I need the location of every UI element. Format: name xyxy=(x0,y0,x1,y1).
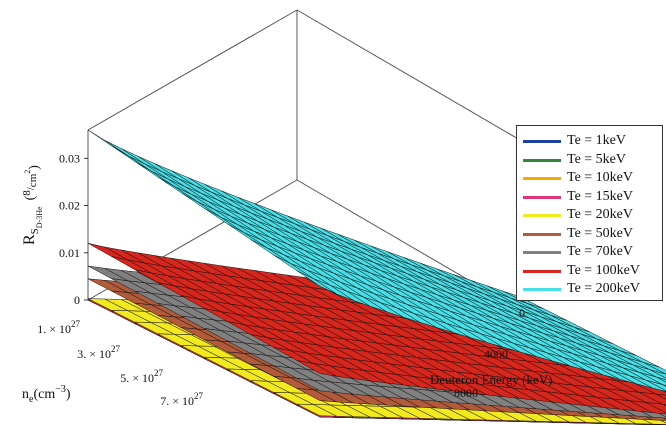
axis-labels: RSD-3He (8/cm2) Deuteron Energy (keV) ne(cm… xyxy=(21,165,553,405)
z-label-unit-den: cm xyxy=(27,173,39,187)
surface-layers xyxy=(87,129,666,425)
y-tick-label: 1. × 1027 xyxy=(37,319,80,336)
legend-item: Te = 100keV xyxy=(517,262,664,281)
legend-label: Te = 100keV xyxy=(567,262,641,278)
surface-cell xyxy=(121,148,162,172)
legend-swatch xyxy=(523,232,561,236)
surface-cell xyxy=(87,129,128,156)
y-tick-label: 7. × 1027 xyxy=(160,391,203,408)
y-label-unit: (cm xyxy=(33,387,55,402)
z-axis-label: RSD-3He (8/cm2) xyxy=(21,165,44,245)
z-label-unit-den-exp: 2 xyxy=(23,170,32,174)
legend-swatch xyxy=(523,158,561,162)
legend-item: Te = 20keV xyxy=(517,206,664,225)
legend-swatch xyxy=(523,251,561,254)
z-label-subsub: D-3He xyxy=(35,206,44,228)
legend-swatch xyxy=(523,177,561,180)
y-tick-mantissa: 1. × 10 xyxy=(37,322,71,336)
y-label-unit-close: ) xyxy=(66,387,71,402)
x-axis-label: Deuteron Energy (keV) xyxy=(430,372,553,387)
legend: Te = 1keV Te = 5keV Te = 10keV Te = 15keV Te… xyxy=(516,125,663,301)
legend-label: Te = 1keV xyxy=(567,133,627,148)
z-label-sub: S xyxy=(29,228,41,234)
frame-edge xyxy=(296,9,521,141)
legend-item: Te = 5keV xyxy=(517,151,664,170)
z-tick-label: 0.01 xyxy=(59,246,80,260)
legend-swatch xyxy=(523,269,561,273)
legend-label: Te = 20keV xyxy=(567,207,634,222)
y-tick-exponent: 27 xyxy=(194,391,204,401)
z-label-unit-close: ) xyxy=(27,165,42,170)
legend-label: Te = 10keV xyxy=(567,170,634,185)
legend-swatch xyxy=(523,140,561,143)
y-tick-mantissa: 3. × 10 xyxy=(77,347,111,361)
surface-cell xyxy=(104,139,145,164)
z-label-main: R xyxy=(21,234,38,245)
surface-cell xyxy=(87,298,128,311)
legend-label: Te = 200keV xyxy=(567,281,641,296)
legend-item: Te = 50keV xyxy=(517,225,664,244)
y-tick-exponent: 27 xyxy=(111,344,121,354)
legend-label: Te = 70keV xyxy=(567,244,634,259)
legend-item: Te = 10keV xyxy=(517,169,664,188)
x-tick-label: 4000 xyxy=(484,347,508,361)
y-axis-label: ne(cm−3) xyxy=(22,384,71,405)
surface-cell xyxy=(87,243,128,261)
legend-swatch xyxy=(523,214,561,217)
frame-edge xyxy=(87,9,298,131)
y-label-unit-exp: −3 xyxy=(55,384,66,395)
z-tick-label: 0 xyxy=(74,293,80,307)
legend-swatch xyxy=(523,195,561,199)
legend-item: Te = 70keV xyxy=(517,243,664,262)
y-label-main: n xyxy=(22,387,29,402)
legend-item: Te = 1keV xyxy=(517,132,664,151)
z-label-unit-num: 8 xyxy=(21,190,33,196)
x-tick-label: 8000 xyxy=(454,386,478,400)
y-tick-mantissa: 5. × 10 xyxy=(120,371,154,385)
legend-item: Te = 15keV xyxy=(517,188,664,207)
y-label-sub: e xyxy=(29,394,34,405)
legend-label: Te = 15keV xyxy=(567,188,634,204)
z-tick-label: 0.03 xyxy=(59,151,80,165)
surface-cell xyxy=(87,278,128,293)
y-tick-exponent: 27 xyxy=(71,319,81,329)
surface-cell xyxy=(87,265,128,282)
y-tick-label: 3. × 1027 xyxy=(77,344,120,361)
z-label-unit-slash: / xyxy=(25,186,37,190)
surface-te-200kev xyxy=(87,129,666,392)
x-tick-label: 0 xyxy=(519,306,525,320)
legend-label: Te = 50keV xyxy=(567,225,634,241)
z-label-unit-open: ( xyxy=(23,195,38,200)
y-tick-label: 5. × 1027 xyxy=(120,368,163,385)
legend-label: Te = 5keV xyxy=(567,151,627,167)
legend-item: Te = 200keV xyxy=(517,280,664,299)
y-tick-mantissa: 7. × 10 xyxy=(160,394,194,408)
y-tick-exponent: 27 xyxy=(154,368,164,378)
z-tick-label: 0.02 xyxy=(59,199,80,213)
legend-swatch xyxy=(523,288,561,291)
